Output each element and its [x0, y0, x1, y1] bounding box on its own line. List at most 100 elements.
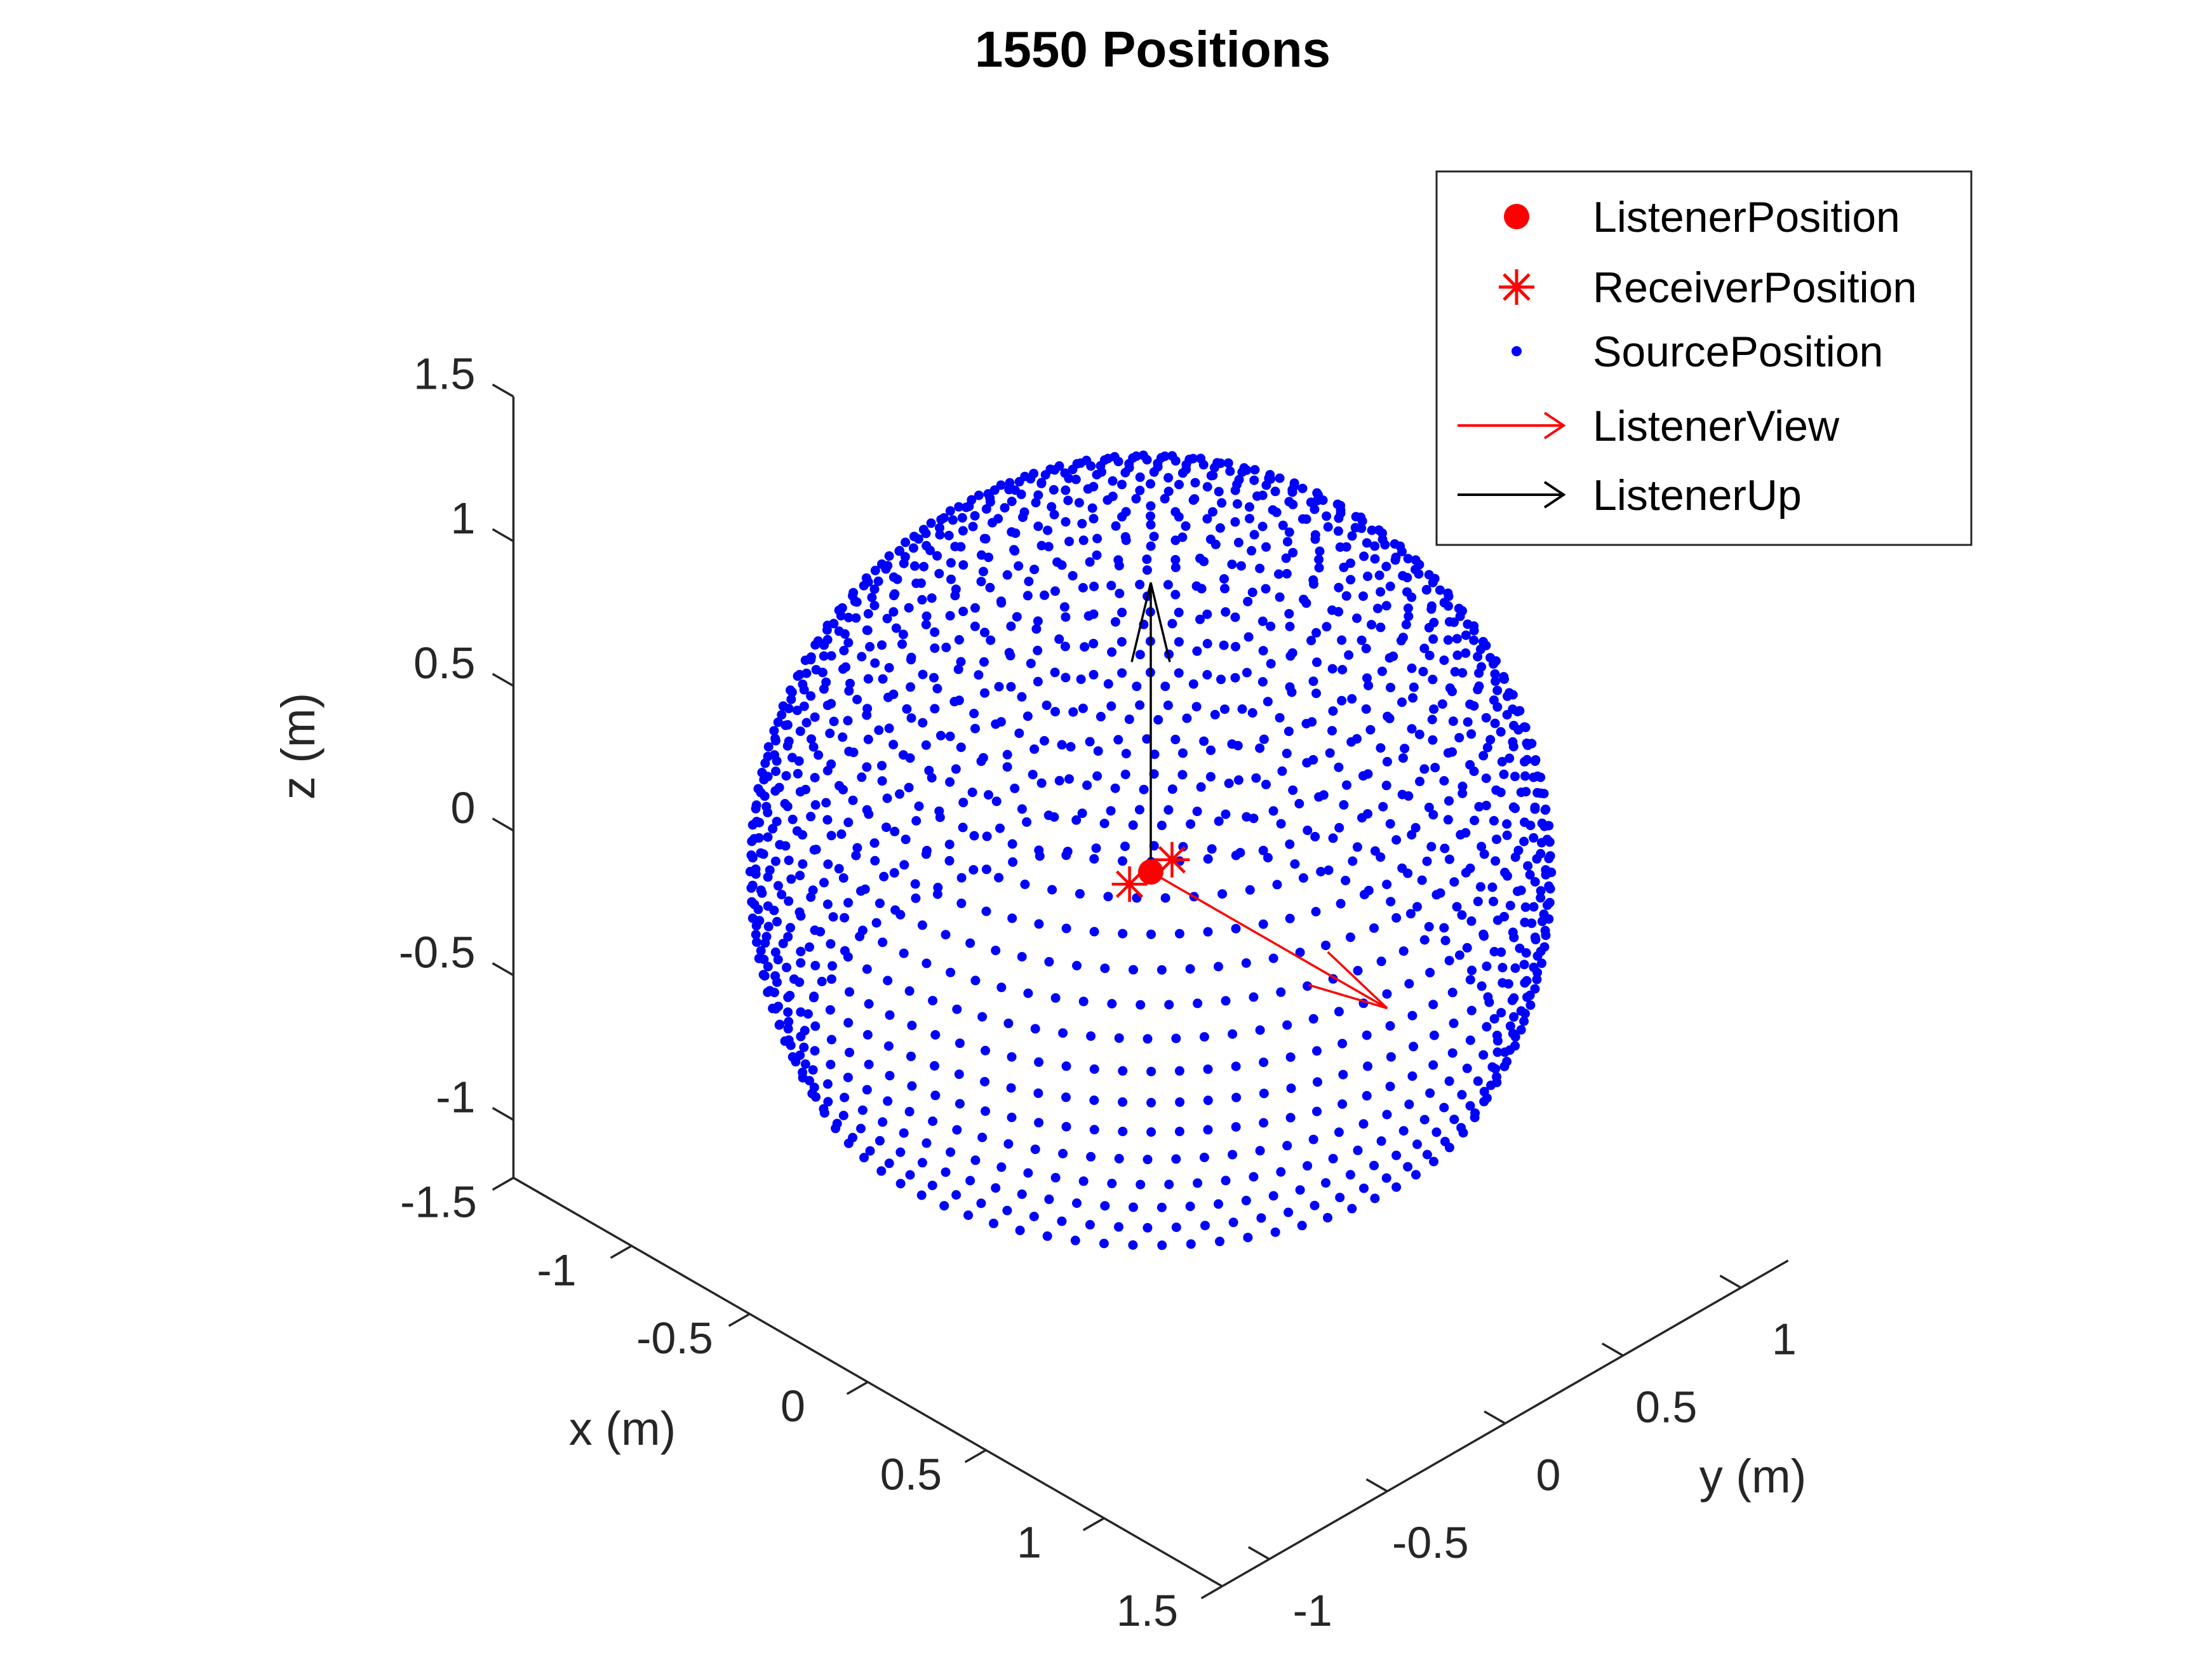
- source-point: [1391, 835, 1402, 845]
- source-point: [810, 712, 820, 722]
- source-point: [1047, 885, 1057, 895]
- source-point: [1146, 519, 1156, 530]
- source-point: [774, 782, 784, 793]
- source-point: [1100, 963, 1110, 974]
- source-point: [1242, 465, 1252, 475]
- source-point: [1337, 1099, 1348, 1109]
- source-point: [1142, 734, 1152, 744]
- source-point: [836, 829, 847, 839]
- source-point: [882, 613, 892, 624]
- source-point: [1422, 856, 1432, 866]
- source-point: [1334, 822, 1344, 833]
- source-point: [1221, 809, 1231, 819]
- source-point: [1061, 485, 1071, 495]
- source-point: [1258, 919, 1268, 929]
- source-point: [822, 899, 833, 909]
- x-tick-label: -1: [537, 1245, 576, 1295]
- source-point: [927, 593, 937, 603]
- source-point: [1006, 1083, 1016, 1093]
- source-point: [1311, 627, 1321, 638]
- source-point: [955, 1038, 965, 1049]
- source-point: [1174, 928, 1184, 939]
- y-tick-mark: [1601, 1343, 1624, 1357]
- source-point: [840, 1092, 850, 1102]
- source-point: [1498, 963, 1508, 973]
- source-point: [1308, 676, 1318, 687]
- source-point: [1398, 1126, 1409, 1136]
- source-point: [760, 758, 770, 768]
- source-point: [933, 883, 943, 892]
- source-point: [851, 850, 861, 861]
- source-point: [883, 975, 893, 986]
- source-point: [1440, 843, 1450, 854]
- source-point: [1205, 772, 1216, 782]
- source-point: [1391, 1150, 1402, 1160]
- source-point: [798, 859, 808, 869]
- source-point: [1058, 1028, 1068, 1038]
- source-point: [1023, 988, 1033, 998]
- source-point: [1411, 1170, 1421, 1180]
- source-point: [869, 584, 880, 594]
- source-point: [1312, 657, 1322, 667]
- source-point: [1492, 1036, 1503, 1046]
- source-point: [1231, 923, 1241, 934]
- chart-title: 1550 Positions: [975, 21, 1331, 77]
- x-tick-label: 1.5: [1116, 1586, 1178, 1635]
- source-point: [1131, 451, 1141, 461]
- source-point: [930, 627, 940, 637]
- source-point: [906, 713, 916, 723]
- source-point: [1270, 1227, 1280, 1237]
- source-point: [1520, 771, 1530, 781]
- source-point: [829, 619, 839, 629]
- source-point: [1370, 554, 1380, 564]
- source-point: [1452, 902, 1462, 912]
- source-point: [969, 831, 979, 841]
- source-point: [1089, 514, 1099, 524]
- source-point: [1135, 579, 1145, 589]
- source-point: [1456, 1123, 1466, 1133]
- source-point: [763, 962, 773, 972]
- legend-box: [1435, 170, 1973, 546]
- source-point: [980, 1076, 989, 1087]
- source-point: [1002, 749, 1012, 760]
- source-point: [1370, 1193, 1380, 1203]
- source-point: [1505, 753, 1515, 763]
- source-point: [1258, 646, 1268, 656]
- source-point: [1249, 475, 1259, 485]
- source-point: [1478, 929, 1489, 939]
- source-point: [928, 996, 938, 1006]
- source-point: [1498, 978, 1508, 988]
- source-point: [1337, 665, 1348, 674]
- source-point: [1076, 674, 1086, 685]
- source-point: [1170, 734, 1181, 744]
- source-point: [788, 814, 798, 824]
- source-point: [826, 974, 836, 984]
- source-point: [1259, 1118, 1269, 1128]
- source-point: [810, 1021, 821, 1031]
- source-point: [1077, 808, 1087, 819]
- source-point: [1342, 780, 1351, 790]
- source-point: [810, 800, 821, 810]
- source-point: [1017, 1189, 1027, 1199]
- source-point: [1061, 1092, 1071, 1102]
- source-point: [1103, 453, 1113, 464]
- source-point: [977, 1012, 988, 1022]
- source-point: [773, 1002, 783, 1012]
- source-point: [850, 596, 860, 606]
- source-point: [1135, 472, 1145, 482]
- source-point: [1478, 751, 1489, 761]
- source-point: [1299, 594, 1309, 605]
- source-point: [801, 784, 810, 794]
- source-point: [863, 674, 873, 684]
- source-point: [806, 652, 816, 662]
- source-point: [1473, 896, 1483, 906]
- source-point: [941, 642, 951, 652]
- source-point: [1398, 753, 1408, 763]
- legend-up-label: ListenerUp: [1593, 471, 1802, 519]
- source-point: [1338, 1069, 1348, 1080]
- source-point: [1532, 787, 1543, 798]
- source-point: [941, 1167, 951, 1177]
- source-point: [1097, 467, 1106, 477]
- source-point: [1341, 542, 1351, 552]
- source-point: [932, 889, 942, 899]
